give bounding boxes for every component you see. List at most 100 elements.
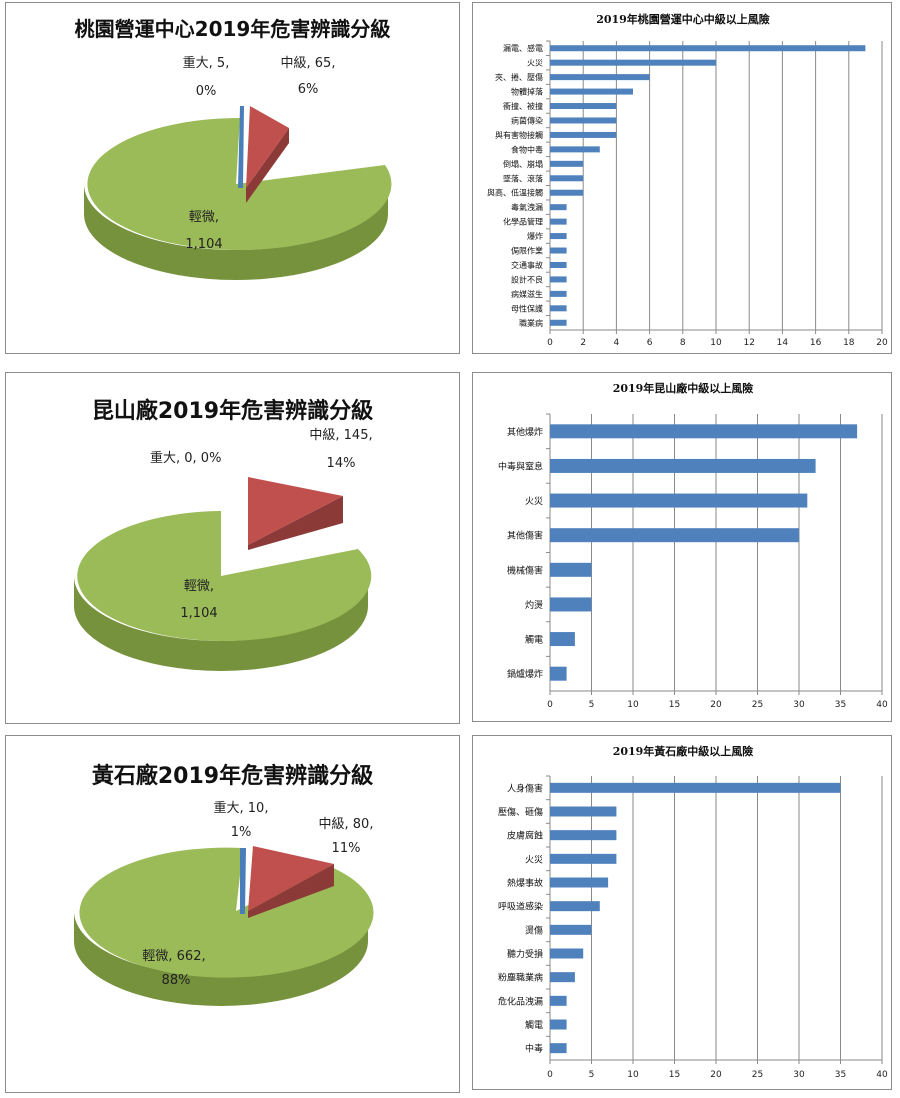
label-minor-line1: 輕微,: [183, 579, 215, 594]
label-major-line2: 0%: [195, 84, 217, 99]
category-label: 倒塌、崩塌: [503, 159, 543, 169]
category-label: 粉塵職業病: [498, 972, 543, 984]
bar: [550, 74, 650, 81]
chart-title: 2019年黃石廠中級以上風險: [613, 744, 754, 758]
category-label: 侷限作業: [511, 246, 543, 256]
category-label: 毒氣洩漏: [511, 202, 543, 212]
x-tick-label: 20: [710, 1070, 722, 1080]
label-mid-line1: 中級, 145,: [309, 428, 373, 443]
category-label: 夾、捲、壓傷: [495, 72, 543, 82]
bar: [550, 276, 567, 283]
bar: [550, 806, 617, 817]
x-tick-label: 40: [876, 1070, 888, 1080]
category-label: 呼吸道感染: [498, 901, 543, 913]
bar-chart-huangshi: 2019年黃石廠中級以上風險 0 5 10 15 20 25 30 35 40 人身傷害 壓傷、砸傷皮…: [472, 735, 892, 1090]
pie-taoyuan-depth: [84, 184, 388, 280]
pie-slice-mid: [248, 846, 334, 911]
category-label: 皮膚腐蝕: [507, 830, 543, 842]
category-label: 漏電、感電: [503, 43, 543, 53]
category-label: 衝撞、被撞: [503, 101, 543, 111]
category-label: 觸電: [525, 634, 543, 646]
pie-slice-minor-side: [74, 911, 368, 1006]
label-major-line2: 1%: [230, 825, 252, 840]
pie-slice-minor-side: [74, 576, 368, 671]
label-minor-line1: 輕微,: [188, 210, 220, 225]
bar: [550, 131, 617, 138]
x-tick-label: 30: [793, 1070, 805, 1080]
category-label: 火災: [527, 59, 543, 68]
bar: [550, 175, 584, 182]
bar: [550, 782, 841, 793]
pie-chart-huangshi: 黃石廠2019年危害辨識分級 重大, 10, 1% 中級, 80, 11% 輕微…: [5, 735, 460, 1093]
bar-chart-kunshan: 2019年昆山廠中級以上風險 0 5 10 15 20 25 30 35 40 其他爆炸 中毒與窒息火…: [472, 372, 892, 722]
bar: [550, 305, 567, 312]
bar: [550, 218, 567, 225]
label-major-line1: 重大, 10,: [213, 801, 269, 816]
bar-taoyuan-svg: 2019年桃園營運中心中級以上風險 0 2 4 6 8 10 12 14 16 18 20 漏電、感電火…: [487, 12, 888, 348]
bar: [550, 45, 866, 52]
x-tick-label: 0: [547, 1070, 553, 1080]
bar: [550, 597, 592, 612]
x-tick-label: 25: [752, 1070, 763, 1080]
bar: [550, 924, 592, 935]
category-label: 其他爆炸: [507, 426, 543, 438]
bar: [550, 146, 600, 153]
label-major-line1: 重大, 5,: [182, 56, 230, 71]
pie-slice-minor-side: [84, 184, 388, 280]
bar: [550, 948, 584, 959]
label-mid-line2: 11%: [331, 841, 361, 856]
bar: [550, 261, 567, 268]
category-label: 人身傷害: [507, 782, 543, 794]
chart-title: 昆山廠2019年危害辨識分級: [91, 399, 374, 424]
pie-chart-kunshan: 昆山廠2019年危害辨識分級 重大, 0, 0% 中級, 145, 14% 輕微…: [5, 372, 460, 724]
category-label: 化學品管理: [503, 217, 543, 227]
pie-slice-mid: [246, 106, 289, 188]
pie-slice-mid-side: [246, 128, 289, 203]
category-label: 職業病: [519, 318, 543, 328]
bar: [550, 160, 584, 167]
bar-chart-taoyuan: 2019年桃園營運中心中級以上風險 0 2 4 6 8 10 12 14 16 18 20 漏電、感電火…: [472, 2, 892, 354]
bar: [550, 103, 617, 110]
label-minor-line1: 輕微, 662,: [142, 949, 206, 964]
x-tick-label: 10: [710, 338, 722, 348]
category-label: 灼燙: [525, 599, 543, 611]
bar: [550, 1019, 567, 1030]
bar: [550, 877, 609, 888]
bar: [550, 830, 617, 841]
bar-kunshan-svg: 2019年昆山廠中級以上風險 0 5 10 15 20 25 30 35 40 其他爆炸中毒與窒息火…: [498, 381, 888, 710]
category-label: 聽力受損: [507, 948, 543, 960]
bar: [550, 562, 592, 577]
x-tick-label: 6: [647, 338, 653, 348]
bar: [550, 233, 567, 240]
category-label: 熱爆事故: [507, 877, 543, 889]
x-tick-label: 20: [710, 700, 722, 710]
category-label: 機械傷害: [507, 564, 543, 576]
pie-slice-minor: [77, 511, 372, 641]
pie-huangshi-svg: [74, 846, 374, 1006]
x-tick-label: 10: [627, 1070, 639, 1080]
x-tick-label: 30: [793, 700, 805, 710]
label-mid-line1: 中級, 65,: [280, 56, 336, 71]
x-tick-label: 4: [614, 338, 620, 348]
category-label: 病菌傳染: [511, 115, 543, 125]
pie-kunshan-svg: [74, 477, 372, 671]
category-label: 與高、低溫接觸: [487, 188, 543, 198]
x-tick-label: 14: [777, 338, 789, 348]
category-label: 物體掉落: [511, 87, 543, 97]
bar: [550, 632, 575, 647]
pie-slice-mid-side: [248, 496, 343, 550]
label-mid-line2: 6%: [297, 82, 319, 97]
x-tick-label: 0: [547, 700, 553, 710]
bar: [550, 1043, 567, 1054]
pie-slice-major: [238, 106, 244, 188]
bar: [550, 319, 567, 326]
x-tick-label: 20: [876, 338, 888, 348]
bar: [550, 901, 600, 912]
pie-taoyuan-svg: [84, 106, 392, 280]
chart-title: 黃石廠2019年危害辨識分級: [91, 764, 374, 789]
x-tick-label: 25: [752, 700, 763, 710]
category-label: 與有害物接觸: [495, 130, 543, 140]
label-major-line1: 重大, 0, 0%: [150, 451, 222, 466]
pie-slice-major: [240, 848, 246, 914]
bar: [550, 290, 567, 297]
